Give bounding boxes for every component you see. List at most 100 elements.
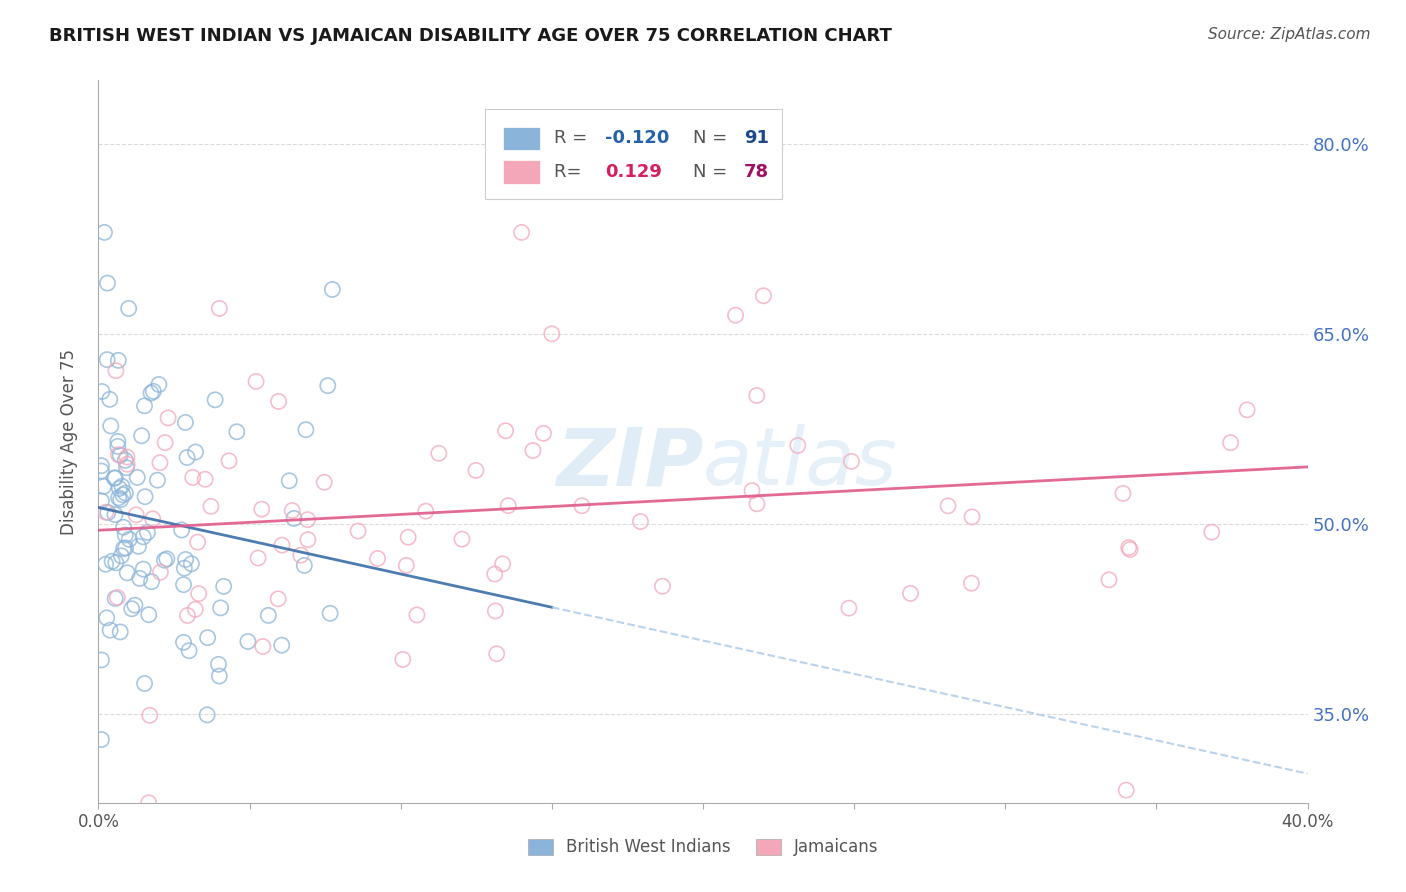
Point (128, 539, 150, 553)
Point (132, 530, 155, 544)
Point (174, 416, 197, 430)
Point (103, 471, 125, 485)
Point (128, 571, 150, 585)
Point (630, 515, 652, 529)
Point (90, 732, 112, 747)
Point (93, 226, 115, 240)
Point (427, 446, 450, 460)
Point (316, 378, 339, 392)
Point (290, 548, 312, 562)
Point (170, 523, 193, 537)
Point (212, 579, 235, 593)
Point (90, 458, 112, 473)
Point (90, 384, 112, 399)
Point (187, 535, 209, 549)
Point (141, 574, 163, 589)
Point (156, 552, 179, 566)
Point (121, 601, 143, 615)
Point (153, 553, 176, 567)
Point (1115, 783, 1137, 797)
Point (107, 353, 129, 368)
Point (197, 631, 219, 645)
Point (107, 491, 129, 505)
Point (484, 604, 506, 618)
Point (319, 607, 342, 621)
Point (1118, 541, 1140, 555)
Point (485, 647, 508, 661)
Point (510, 226, 533, 240)
Point (1201, 525, 1223, 540)
Point (257, 608, 280, 623)
Point (98, 623, 121, 637)
Point (112, 541, 135, 556)
Point (321, 283, 343, 297)
Point (138, 708, 160, 723)
FancyBboxPatch shape (485, 109, 782, 200)
Text: 78: 78 (744, 163, 769, 181)
Point (195, 707, 218, 722)
Point (118, 301, 141, 316)
Point (115, 450, 138, 464)
Point (94, 558, 117, 572)
Point (252, 640, 274, 654)
Point (200, 500, 222, 514)
Point (94, 505, 117, 519)
Point (250, 502, 273, 516)
Point (741, 483, 763, 498)
Text: Source: ZipAtlas.com: Source: ZipAtlas.com (1208, 27, 1371, 42)
Point (267, 591, 290, 606)
Point (90, 653, 112, 667)
Point (142, 512, 165, 526)
Point (136, 525, 159, 540)
Point (110, 549, 132, 563)
Point (104, 556, 127, 570)
Point (173, 577, 195, 591)
Point (415, 504, 437, 518)
Point (142, 384, 165, 399)
Point (208, 301, 231, 316)
Point (96, 352, 118, 367)
Point (131, 429, 153, 443)
Point (107, 448, 129, 462)
Point (838, 601, 860, 615)
Point (108, 482, 131, 496)
Point (267, 394, 290, 409)
Point (115, 457, 138, 471)
Point (936, 499, 959, 513)
Point (149, 566, 172, 580)
Text: ZIP: ZIP (555, 425, 703, 502)
Point (236, 634, 259, 648)
Point (98, 392, 121, 407)
Point (173, 635, 195, 649)
Text: -0.120: -0.120 (605, 129, 669, 147)
Point (180, 557, 202, 571)
Point (451, 532, 474, 546)
Point (112, 520, 135, 534)
Point (786, 438, 808, 452)
Point (93, 479, 115, 493)
FancyBboxPatch shape (503, 161, 540, 184)
Text: 91: 91 (744, 129, 769, 147)
Point (105, 591, 128, 605)
Point (176, 608, 198, 623)
Point (270, 638, 292, 652)
Point (347, 524, 370, 538)
Point (111, 479, 134, 493)
Point (101, 554, 124, 568)
Point (111, 488, 134, 502)
Legend: British West Indians, Jamaicans: British West Indians, Jamaicans (522, 831, 884, 863)
Point (278, 474, 301, 488)
Text: atlas: atlas (703, 425, 898, 502)
Point (297, 533, 319, 547)
Point (127, 470, 149, 484)
Point (283, 511, 305, 525)
Point (496, 499, 519, 513)
Text: R=: R= (554, 163, 593, 181)
Point (107, 434, 129, 449)
Point (97, 505, 120, 519)
Point (132, 562, 155, 576)
Point (745, 388, 768, 402)
Point (495, 424, 517, 438)
Point (187, 587, 209, 601)
Point (960, 576, 983, 591)
